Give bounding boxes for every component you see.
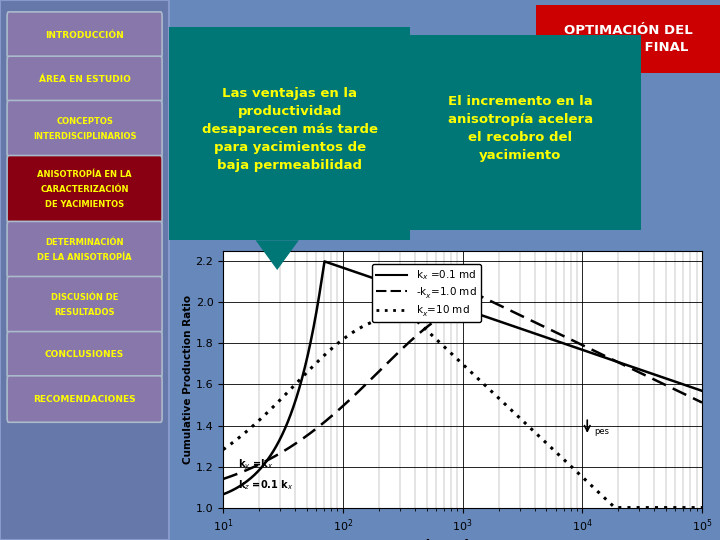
FancyBboxPatch shape [160, 18, 420, 249]
Text: RECOMENDACIONES: RECOMENDACIONES [33, 395, 136, 403]
FancyBboxPatch shape [7, 221, 162, 279]
FancyBboxPatch shape [7, 276, 162, 334]
Y-axis label: Cumulative Production Ratio: Cumulative Production Ratio [183, 295, 193, 464]
Text: DE YACIMIENTOS: DE YACIMIENTOS [45, 200, 124, 209]
FancyBboxPatch shape [7, 56, 162, 103]
FancyBboxPatch shape [390, 28, 650, 237]
Text: OPTIMACIÓN DEL
RECOBRO FINAL: OPTIMACIÓN DEL RECOBRO FINAL [564, 24, 693, 54]
Text: pes: pes [594, 427, 609, 436]
Text: ANISOTROPÍA EN LA: ANISOTROPÍA EN LA [37, 170, 132, 179]
Text: k$_z$ =0.1 k$_x$: k$_z$ =0.1 k$_x$ [238, 478, 293, 492]
Text: DETERMINACIÓN: DETERMINACIÓN [45, 238, 124, 247]
Text: INTERDISCIPLINARIOS: INTERDISCIPLINARIOS [33, 132, 136, 141]
Text: DE LA ANISOTROPÍA: DE LA ANISOTROPÍA [37, 253, 132, 262]
Text: ÁREA EN ESTUDIO: ÁREA EN ESTUDIO [39, 75, 130, 84]
Text: DISCUSIÓN DE: DISCUSIÓN DE [51, 293, 118, 302]
Legend: k$_x$ =0.1 md, -k$_x^{}$=1.0 md, k$_x^{}$=10 md: k$_x$ =0.1 md, -k$_x^{}$=1.0 md, k$_x^{}… [372, 264, 481, 322]
FancyBboxPatch shape [7, 156, 162, 224]
Text: El incremento en la
anisotropía acelera
el recobro del
yacimiento: El incremento en la anisotropía acelera … [448, 95, 593, 162]
FancyBboxPatch shape [7, 12, 162, 58]
Text: RESULTADOS: RESULTADOS [54, 308, 115, 317]
FancyBboxPatch shape [7, 376, 162, 422]
Text: CONCEPTOS: CONCEPTOS [56, 117, 113, 126]
Text: Las ventajas en la
productividad
desaparecen más tarde
para yacimientos de
baja : Las ventajas en la productividad desapar… [202, 87, 378, 172]
Text: INTRODUCCIÓN: INTRODUCCIÓN [45, 31, 124, 39]
Text: k$_y$ =k$_x$: k$_y$ =k$_x$ [238, 457, 273, 472]
FancyBboxPatch shape [7, 100, 162, 158]
Text: CARACTERIZACIÓN: CARACTERIZACIÓN [40, 185, 129, 194]
FancyBboxPatch shape [7, 332, 162, 378]
Text: CONCLUSIONES: CONCLUSIONES [45, 350, 125, 359]
